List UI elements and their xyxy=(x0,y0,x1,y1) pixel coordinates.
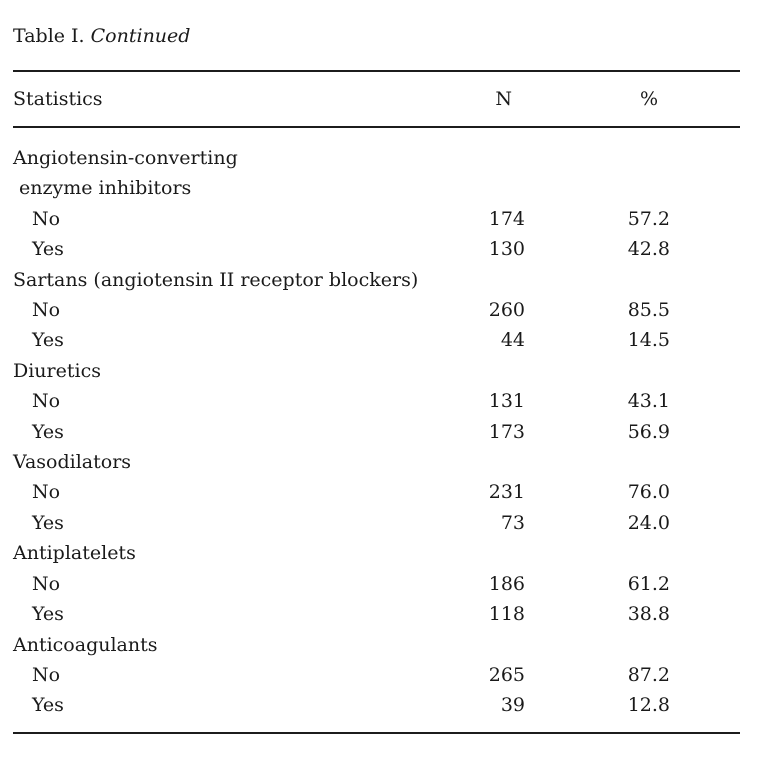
row-percent-value: 38.8 xyxy=(627,603,670,626)
row-label: Yes xyxy=(32,420,64,443)
row-label: Yes xyxy=(32,329,64,352)
category-label: Antiplatelets xyxy=(13,542,136,565)
category-row: Angiotensin-converting xyxy=(13,143,740,173)
table-row: No 231 76.0 xyxy=(13,477,740,507)
row-percent-value: 76.0 xyxy=(627,481,670,504)
row-label: No xyxy=(32,663,61,686)
bottom-rule xyxy=(13,731,740,734)
row-label: No xyxy=(32,481,61,504)
table-row: No 260 85.5 xyxy=(13,295,740,325)
column-header-percent: % xyxy=(639,88,658,110)
table-row: No 265 87.2 xyxy=(13,660,740,690)
table-container: Table I. Continued Statistics N % Angiot… xyxy=(13,25,740,734)
row-percent-value: 12.8 xyxy=(627,694,670,717)
row-n-value: 118 xyxy=(488,603,525,626)
row-label: No xyxy=(32,390,61,413)
category-label: Vasodilators xyxy=(13,451,132,474)
top-rule xyxy=(13,70,740,72)
row-percent-value: 85.5 xyxy=(627,299,670,322)
category-row: Antiplatelets xyxy=(13,538,740,568)
table-caption: Table I. Continued xyxy=(13,25,740,47)
header-rule xyxy=(13,126,740,128)
row-n-value: 260 xyxy=(488,299,525,322)
row-percent-value: 14.5 xyxy=(627,329,670,352)
table-row: Yes 44 14.5 xyxy=(13,325,740,355)
table-row: Yes 39 12.8 xyxy=(13,690,740,720)
row-label: Yes xyxy=(32,238,64,261)
table-caption-continued: Continued xyxy=(90,25,191,47)
table-row: Yes 73 24.0 xyxy=(13,508,740,538)
row-percent-value: 42.8 xyxy=(627,238,670,261)
row-n-value: 39 xyxy=(500,694,525,717)
row-n-value: 73 xyxy=(500,511,525,534)
row-label: Yes xyxy=(32,603,64,626)
table-caption-label: Table I. xyxy=(13,25,91,47)
category-row: Anticoagulants xyxy=(13,630,740,660)
row-n-value: 130 xyxy=(488,238,525,261)
category-row: Vasodilators xyxy=(13,447,740,477)
table-row: No 131 43.1 xyxy=(13,386,740,416)
table-row: No 186 61.2 xyxy=(13,569,740,599)
row-label: No xyxy=(32,299,61,322)
category-label-continuation: enzyme inhibitors xyxy=(19,177,192,200)
row-n-value: 173 xyxy=(488,420,525,443)
row-label: Yes xyxy=(32,511,64,534)
row-n-value: 265 xyxy=(488,663,525,686)
row-percent-value: 43.1 xyxy=(627,390,670,413)
row-n-value: 131 xyxy=(488,390,525,413)
category-label: Diuretics xyxy=(13,359,101,382)
table-body: Angiotensin-converting enzyme inhibitors… xyxy=(13,128,740,732)
row-n-value: 174 xyxy=(488,207,525,230)
row-percent-value: 56.9 xyxy=(627,420,670,443)
row-percent-value: 57.2 xyxy=(627,207,670,230)
row-percent-value: 24.0 xyxy=(627,511,670,534)
row-n-value: 231 xyxy=(488,481,525,504)
row-n-value: 44 xyxy=(500,329,525,352)
table-header-row: Statistics N % xyxy=(13,72,740,126)
table-row: No 174 57.2 xyxy=(13,204,740,234)
category-row-continuation: enzyme inhibitors xyxy=(13,173,740,203)
row-label: No xyxy=(32,572,61,595)
row-label: Yes xyxy=(32,694,64,717)
column-header-statistics: Statistics xyxy=(13,88,103,110)
table-row: Yes 118 38.8 xyxy=(13,599,740,629)
row-percent-value: 87.2 xyxy=(627,663,670,686)
table-row: Yes 173 56.9 xyxy=(13,417,740,447)
table-row: Yes 130 42.8 xyxy=(13,234,740,264)
column-header-n: N xyxy=(495,88,512,110)
category-row: Sartans (angiotensin II receptor blocker… xyxy=(13,265,740,295)
row-n-value: 186 xyxy=(488,572,525,595)
category-label: Angiotensin-converting xyxy=(13,147,238,169)
row-label: No xyxy=(32,207,61,230)
category-label: Sartans (angiotensin II receptor blocker… xyxy=(13,268,419,291)
category-row: Diuretics xyxy=(13,356,740,386)
row-percent-value: 61.2 xyxy=(627,572,670,595)
category-label: Anticoagulants xyxy=(13,633,158,656)
